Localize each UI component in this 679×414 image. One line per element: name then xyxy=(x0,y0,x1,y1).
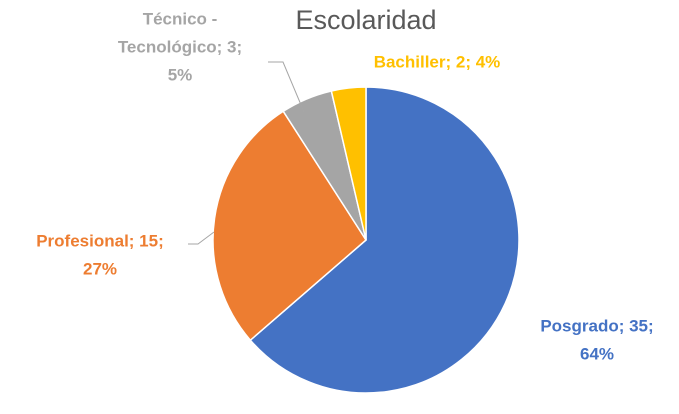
data-label: Profesional; 15; xyxy=(36,231,164,250)
data-label: Posgrado; 35; xyxy=(540,316,653,335)
pie-slice xyxy=(330,86,367,241)
data-label: Tecnológico; 3; xyxy=(118,37,242,56)
chart-title: Escolaridad xyxy=(295,5,436,35)
pie-slice xyxy=(249,86,520,394)
data-label: Bachiller; 2; 4% xyxy=(374,52,501,71)
data-label: Técnico - xyxy=(143,9,218,28)
data-label: 5% xyxy=(168,65,193,84)
pie-slice xyxy=(212,110,367,342)
data-label: 27% xyxy=(83,259,117,278)
leader-line xyxy=(268,61,305,113)
leader-line xyxy=(188,231,215,245)
data-label: 64% xyxy=(580,344,614,363)
